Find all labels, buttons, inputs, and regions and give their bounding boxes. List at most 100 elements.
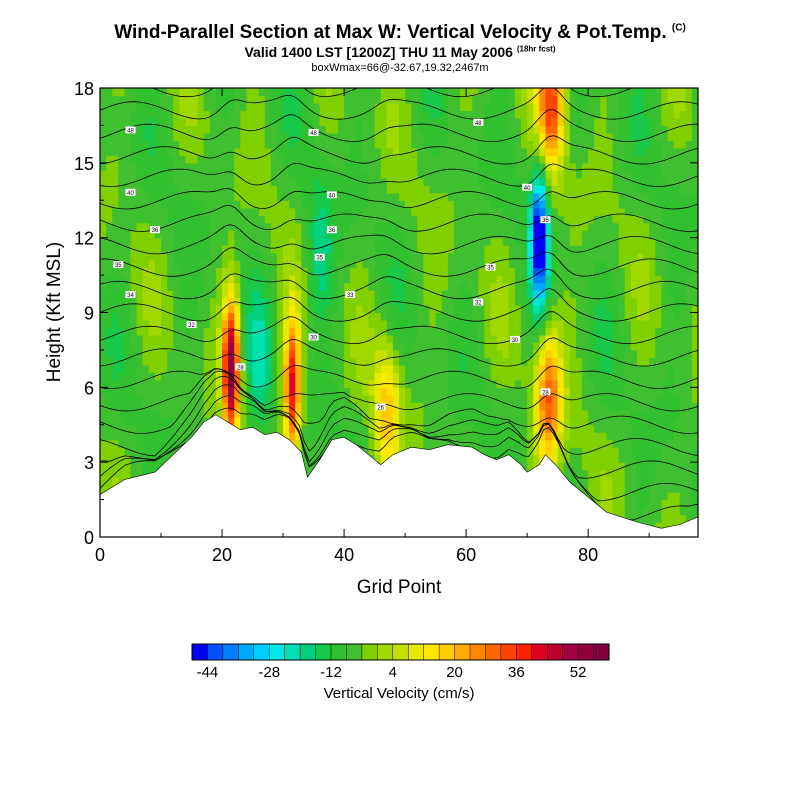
velocity-cell [508, 447, 516, 456]
velocity-cell [368, 95, 376, 104]
velocity-cell [453, 424, 461, 433]
velocity-cell [466, 200, 473, 209]
velocity-cell [575, 417, 583, 426]
velocity-cell [130, 424, 138, 433]
velocity-cell [173, 327, 180, 336]
velocity-cell [118, 275, 126, 284]
velocity-cell [179, 185, 187, 194]
velocity-cell [545, 297, 553, 306]
velocity-cell [276, 349, 284, 358]
velocity-cell [136, 319, 144, 329]
velocity-cell [508, 88, 516, 97]
velocity-cell [319, 312, 327, 321]
velocity-cell [203, 162, 211, 171]
velocity-cell [399, 95, 406, 104]
velocity-cell [130, 409, 138, 418]
velocity-cell [148, 207, 156, 216]
velocity-cell [331, 155, 339, 164]
velocity-cell [185, 372, 193, 381]
velocity-cell [222, 252, 229, 261]
velocity-cell [106, 177, 113, 186]
velocity-cell [380, 424, 388, 433]
velocity-cell [124, 230, 132, 239]
velocity-cell [136, 162, 144, 171]
velocity-cell [264, 110, 272, 119]
velocity-cell [514, 230, 522, 239]
velocity-cell [466, 88, 473, 97]
velocity-cell [575, 305, 583, 314]
velocity-cell [423, 200, 431, 209]
velocity-cell [142, 379, 150, 388]
velocity-cell [399, 140, 406, 149]
velocity-cell [142, 409, 150, 418]
velocity-cell [582, 424, 589, 433]
velocity-cell [429, 290, 437, 299]
velocity-cell [118, 297, 126, 306]
velocity-cell [466, 409, 473, 418]
velocity-cell [344, 230, 351, 239]
velocity-cell [356, 185, 363, 194]
velocity-cell [435, 132, 443, 141]
velocity-cell [301, 364, 309, 373]
velocity-cell [148, 319, 156, 329]
velocity-cell [203, 260, 211, 269]
velocity-cell [209, 237, 217, 246]
velocity-cell [124, 117, 132, 127]
velocity-cell [514, 237, 522, 246]
velocity-cell [374, 349, 382, 358]
velocity-cell [368, 379, 376, 388]
velocity-cell [392, 409, 400, 418]
velocity-cell [569, 327, 577, 336]
velocity-cell [283, 379, 290, 388]
velocity-cell [252, 252, 260, 261]
velocity-cell [600, 402, 608, 411]
velocity-cell [337, 417, 345, 426]
velocity-cell [167, 147, 174, 156]
velocity-cell [197, 88, 205, 97]
velocity-cell [185, 102, 193, 112]
velocity-cell [209, 177, 217, 186]
velocity-cell [276, 312, 284, 321]
velocity-cell [197, 387, 205, 396]
velocity-cell [264, 147, 272, 156]
velocity-cell [179, 177, 187, 186]
velocity-cell [313, 342, 321, 351]
velocity-cell [557, 200, 565, 209]
velocity-cell [411, 207, 418, 216]
velocity-cell [258, 387, 266, 396]
velocity-cell [502, 402, 510, 411]
velocity-cell [508, 387, 516, 396]
velocity-cell [441, 162, 449, 171]
velocity-cell [112, 364, 119, 373]
velocity-cell [392, 88, 400, 97]
velocity-cell [490, 95, 498, 104]
velocity-cell [222, 260, 229, 269]
velocity-cell [319, 387, 327, 396]
velocity-cell [215, 125, 223, 134]
velocity-cell [533, 447, 540, 456]
velocity-cell [453, 132, 461, 141]
velocity-cell [441, 215, 449, 224]
velocity-cell [368, 394, 376, 403]
velocity-cell [301, 409, 309, 418]
velocity-cell [337, 409, 345, 418]
velocity-cell [508, 297, 516, 306]
velocity-cell [380, 117, 388, 127]
velocity-cell [539, 439, 547, 448]
velocity-cell [215, 102, 223, 112]
velocity-cell [173, 312, 180, 321]
velocity-cell [331, 319, 339, 329]
velocity-cell [557, 207, 565, 216]
velocity-cell [246, 147, 254, 156]
velocity-cell [582, 432, 589, 441]
velocity-cell [545, 447, 553, 456]
velocity-cell [136, 110, 144, 119]
velocity-cell [600, 484, 608, 493]
velocity-cell [209, 402, 217, 411]
velocity-cell [362, 177, 370, 186]
velocity-cell [582, 155, 589, 164]
velocity-cell [167, 349, 174, 358]
velocity-cell [502, 132, 510, 141]
velocity-cell [124, 192, 132, 201]
velocity-cell [405, 349, 412, 358]
